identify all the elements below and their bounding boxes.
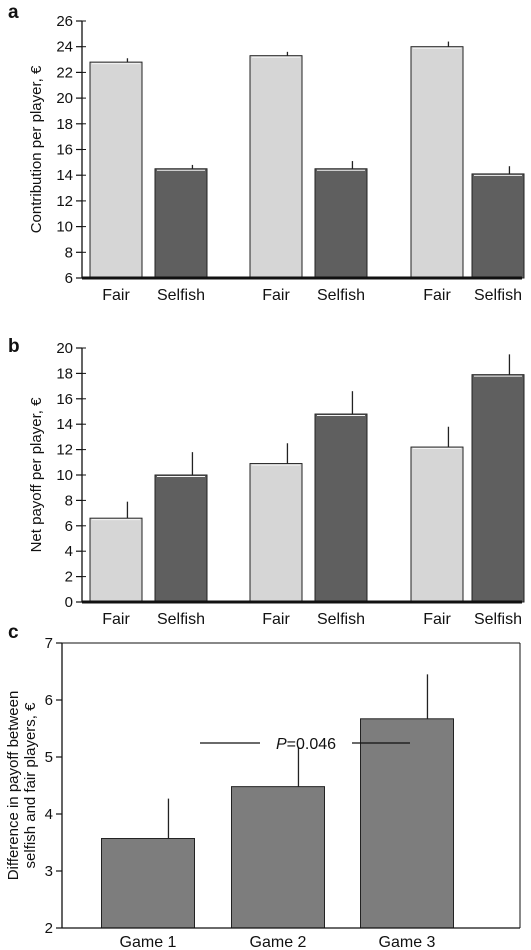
x-tick-label: Fair (262, 611, 290, 628)
x-tick-label: Selfish (317, 611, 365, 628)
y-tick-label: 7 (45, 635, 53, 652)
x-tick-label: Selfish (474, 611, 522, 628)
x-tick-label: Fair (423, 611, 451, 628)
x-tick-label: Selfish (317, 287, 365, 304)
p-value-number: =0.046 (287, 736, 336, 753)
bar (410, 446, 464, 603)
y-tick-label: 5 (45, 749, 53, 766)
y-tick-label: 8 (65, 244, 73, 261)
y-axis-label: Net payoff per player, € (28, 397, 45, 552)
y-tick-label: 3 (45, 863, 53, 880)
x-tick-label: Fair (262, 287, 290, 304)
y-tick-label: 24 (56, 39, 73, 56)
y-tick-label: 2 (45, 920, 53, 937)
y-axis-label: Contribution per player, € (28, 65, 45, 233)
x-tick-label: Game 1 (120, 934, 177, 950)
y-tick-label: 8 (65, 492, 73, 509)
bar (471, 374, 525, 603)
panel-a: a 6 8 10 12 14 16 18 20 22 24 26 Fair Selfish Fair Sel… (8, 2, 525, 304)
x-tick-label: Game 3 (379, 934, 436, 950)
bar (89, 517, 143, 603)
bar (410, 46, 464, 279)
panel-b: b 0 2 4 6 8 10 12 14 16 18 20 Fair Selfish Fair Selfis… (8, 336, 525, 628)
x-tick-label: Fair (423, 287, 451, 304)
y-tick-label: 16 (56, 142, 73, 159)
panel-label-a: a (8, 2, 19, 23)
y-tick-label: 14 (56, 167, 73, 184)
y-tick-label: 20 (56, 340, 73, 357)
y-tick-label: 22 (56, 64, 73, 81)
bar (249, 463, 303, 603)
x-tick-label: Fair (102, 611, 130, 628)
y-tick-label: 16 (56, 391, 73, 408)
y-tick-label: 18 (56, 365, 73, 382)
bar (89, 61, 143, 279)
y-tick-label: 0 (65, 594, 73, 611)
x-tick-label: Selfish (474, 287, 522, 304)
y-tick-label: 10 (56, 467, 73, 484)
x-tick-label: Fair (102, 287, 130, 304)
panel-label-b: b (8, 336, 20, 357)
bar (154, 168, 208, 279)
y-tick-label: 6 (65, 518, 73, 535)
p-value-label: P=0.046 (276, 736, 336, 753)
bar (471, 173, 525, 279)
y-tick-label: 12 (56, 193, 73, 210)
y-tick-label: 4 (45, 806, 53, 823)
bar (314, 168, 368, 279)
y-axis-label-line: Difference in payoff between (5, 691, 22, 881)
y-tick-label: 20 (56, 90, 73, 107)
bar (101, 838, 195, 929)
bar (154, 474, 208, 603)
p-value-italic-p: P (276, 736, 287, 753)
panel-label-c: c (8, 622, 19, 643)
bar (314, 413, 368, 603)
y-axis-label-line: selfish and fair players, € (22, 702, 39, 869)
bar (360, 718, 454, 929)
x-tick-label: Selfish (157, 611, 205, 628)
x-tick-label: Selfish (157, 287, 205, 304)
panel-c: c 2 3 4 5 6 7 Game 1 Game 2 Game 3 Difference in … (5, 622, 521, 950)
y-tick-label: 18 (56, 116, 73, 133)
bar (249, 55, 303, 279)
y-tick-label: 26 (56, 13, 73, 30)
bar (231, 786, 325, 929)
x-tick-label: Game 2 (250, 934, 307, 950)
y-tick-label: 4 (65, 543, 73, 560)
y-tick-label: 6 (45, 692, 53, 709)
y-tick-label: 10 (56, 219, 73, 236)
y-tick-label: 2 (65, 569, 73, 586)
y-axis-label: Difference in payoff betweenselfish and … (5, 691, 39, 881)
p-value-annotation: P=0.046 (200, 736, 410, 753)
y-tick-label: 12 (56, 442, 73, 459)
y-tick-label: 14 (56, 416, 73, 433)
y-tick-label: 6 (65, 270, 73, 287)
